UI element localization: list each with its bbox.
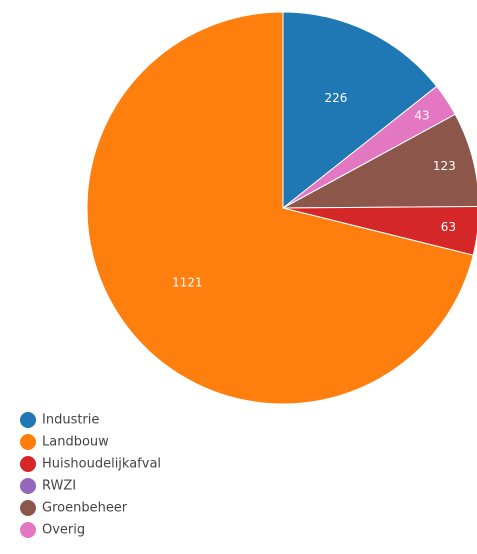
legend-label: Industrie bbox=[42, 413, 99, 428]
legend-label: Huishoudelijkafval bbox=[42, 457, 161, 472]
data-label: 43 bbox=[414, 109, 429, 123]
pie-slice bbox=[282, 113, 477, 209]
data-label: 1121 bbox=[172, 275, 203, 289]
legend-label: Groenbeheer bbox=[42, 501, 128, 516]
legend-marker bbox=[20, 522, 36, 538]
legend-marker bbox=[20, 456, 36, 472]
pie-slice bbox=[86, 11, 474, 405]
legend-marker bbox=[20, 434, 36, 450]
legend-label: Overig bbox=[42, 523, 85, 538]
data-label: 123 bbox=[433, 159, 456, 173]
legend-marker bbox=[20, 500, 36, 516]
data-label: 63 bbox=[441, 220, 456, 234]
data-label: 226 bbox=[324, 91, 347, 105]
legend-label: RWZI bbox=[42, 479, 76, 494]
pie-slice bbox=[282, 11, 438, 210]
legend-marker bbox=[20, 412, 36, 428]
legend-marker bbox=[20, 478, 36, 494]
legend-label: Landbouw bbox=[42, 435, 109, 450]
